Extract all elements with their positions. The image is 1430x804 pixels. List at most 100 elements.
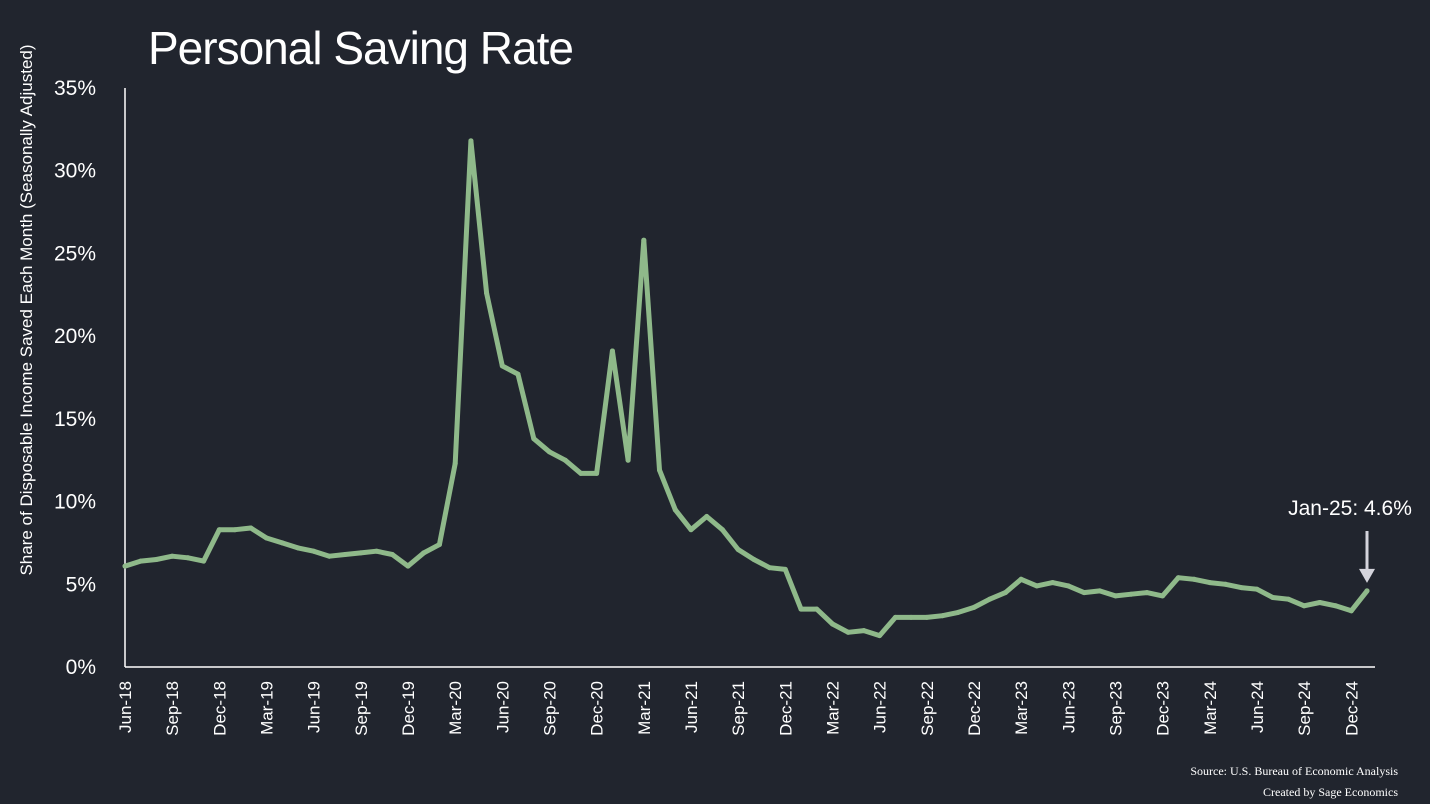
- data-point: [1065, 583, 1071, 589]
- data-point: [562, 457, 568, 463]
- data-point: [421, 550, 427, 556]
- data-point: [1254, 586, 1260, 592]
- x-tick-label: Jun-21: [682, 681, 701, 733]
- x-tick-label: Mar-19: [257, 681, 276, 735]
- data-point: [1160, 593, 1166, 599]
- data-point: [1333, 603, 1339, 609]
- data-point: [924, 614, 930, 620]
- data-point: [1050, 580, 1056, 586]
- data-point: [735, 547, 741, 552]
- y-tick-label: 20%: [54, 325, 96, 348]
- data-point: [499, 363, 505, 369]
- y-axis: 0% 5% 10% 15% 20% 25% 30% 35%: [54, 77, 96, 679]
- data-point: [201, 558, 207, 564]
- x-tick-label: Dec-21: [776, 681, 795, 736]
- x-tick-label: Dec-22: [965, 681, 984, 736]
- data-point: [342, 552, 348, 557]
- data-point: [861, 628, 867, 634]
- x-tick-label: Jun-18: [116, 681, 135, 733]
- data-point: [1223, 581, 1228, 587]
- data-point: [122, 563, 128, 569]
- data-point: [578, 470, 584, 476]
- data-point: [688, 527, 694, 533]
- x-tick-label: Mar-21: [635, 681, 654, 735]
- data-point: [1097, 588, 1103, 594]
- data-point: [169, 553, 175, 559]
- y-axis-label: Share of Disposable Income Saved Each Mo…: [17, 44, 36, 575]
- x-tick-label: Sep-23: [1106, 681, 1125, 736]
- data-point: [971, 604, 977, 610]
- series-layer: [122, 138, 1370, 639]
- data-point: [138, 558, 144, 564]
- series-line: [122, 138, 1370, 639]
- data-point: [877, 633, 883, 639]
- data-point: [1144, 590, 1150, 596]
- data-point: [1285, 596, 1291, 602]
- data-point: [452, 461, 458, 466]
- data-point: [955, 609, 961, 615]
- data-point: [987, 596, 993, 602]
- data-point: [311, 548, 317, 554]
- data-point: [609, 348, 615, 354]
- data-point: [1191, 576, 1197, 582]
- data-point: [1301, 603, 1307, 609]
- y-tick-label: 10%: [54, 491, 96, 514]
- data-point: [185, 555, 191, 561]
- x-tick-label: Dec-19: [399, 681, 418, 736]
- data-point: [625, 457, 631, 463]
- data-point: [389, 552, 395, 557]
- data-point: [908, 614, 914, 620]
- data-point: [814, 606, 820, 612]
- data-point: [719, 527, 725, 533]
- data-point: [1081, 590, 1087, 596]
- data-point: [594, 470, 600, 476]
- data-point: [358, 550, 364, 556]
- y-tick-label: 30%: [54, 160, 96, 183]
- data-point: [248, 525, 254, 531]
- x-tick-label: Sep-20: [540, 681, 559, 736]
- data-point: [657, 467, 662, 473]
- y-tick-label: 15%: [54, 408, 96, 431]
- data-point: [232, 527, 238, 533]
- data-point: [1238, 585, 1244, 591]
- data-point: [1002, 590, 1008, 596]
- data-point: [845, 629, 851, 635]
- data-point: [940, 613, 945, 619]
- y-tick-label: 25%: [54, 242, 96, 265]
- x-tick-label: Jun-22: [871, 681, 890, 733]
- data-point: [374, 548, 379, 554]
- data-point: [1018, 576, 1024, 582]
- data-point: [436, 542, 442, 548]
- source-line: Source: U.S. Bureau of Economic Analysis: [1190, 764, 1398, 778]
- data-point: [798, 606, 804, 612]
- data-point: [751, 557, 757, 562]
- data-point: [1270, 595, 1276, 600]
- data-point: [279, 540, 285, 546]
- data-point: [1207, 580, 1213, 586]
- x-tick-label: Mar-23: [1012, 681, 1031, 735]
- y-tick-label: 0%: [66, 656, 96, 679]
- x-tick-label: Dec-18: [210, 681, 229, 736]
- latest-value-annotation: Jan-25: 4.6%: [1288, 497, 1412, 520]
- data-point: [1175, 575, 1181, 581]
- data-point: [1317, 600, 1323, 605]
- x-tick-label: Mar-20: [446, 681, 465, 735]
- x-tick-label: Sep-19: [352, 681, 371, 736]
- data-point: [484, 290, 490, 296]
- data-point: [264, 535, 269, 541]
- data-point: [153, 557, 159, 562]
- chart-title: Personal Saving Rate: [148, 22, 573, 74]
- annotation-arrow-head: [1359, 568, 1375, 583]
- data-point: [515, 371, 521, 377]
- x-tick-label: Jun-20: [493, 681, 512, 733]
- data-point: [1348, 608, 1354, 614]
- data-point: [641, 237, 647, 243]
- data-point: [1113, 593, 1118, 599]
- annotation: Jan-25: 4.6%: [1288, 497, 1412, 583]
- data-point: [531, 436, 537, 442]
- data-point: [326, 553, 332, 559]
- data-point: [1364, 588, 1370, 594]
- data-point: [1034, 583, 1040, 589]
- x-axis: Jun-18 Sep-18 Dec-18 Mar-19 Jun-19 Sep-19 Dec-…: [116, 681, 1361, 736]
